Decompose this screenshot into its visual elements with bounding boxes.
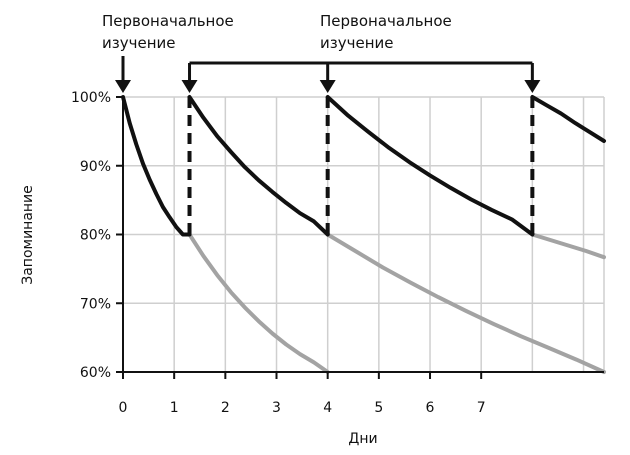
gray-series [187,232,606,374]
x-axis-label: Дни [348,431,377,447]
arrows [115,56,541,93]
y-tick-label: 80% [80,228,111,244]
annotation-repeat-line1: Первоначальное [320,12,452,30]
review-arrow-head [524,80,541,93]
x-tick-label: 6 [426,400,435,416]
x-tick-label: 0 [119,400,128,416]
review-arrow-head [181,80,198,93]
black-curve-segment [530,95,606,143]
grid [123,96,605,373]
tick-labels: 0 1 2 3 4 5 6 7 100% 90% 80% 70% 60% [71,90,486,416]
x-tick-label: 4 [323,400,332,416]
x-tick-label: 1 [170,400,179,416]
x-tick-label: 5 [374,400,383,416]
black-series [121,95,606,237]
black-curve-segment [121,95,192,237]
y-tick-label: 70% [80,296,111,312]
x-tick-label: 2 [221,400,230,416]
annotation-initial-line1: Первоначальное [102,12,234,30]
review-arrow-head [319,80,336,93]
axes [116,96,604,379]
x-tick-label: 7 [477,400,486,416]
gray-curve-segment [187,232,330,374]
y-tick-label: 90% [80,159,111,175]
x-tick-label: 3 [272,400,281,416]
annotation-initial-line2: изучение [102,34,175,52]
gray-curve-segment [530,232,606,260]
review-dashed-lines [187,97,535,235]
black-curve-segment [187,95,330,237]
y-tick-label: 60% [80,365,111,381]
y-tick-label: 100% [71,90,111,106]
annotation-repeat-line2: изучение [320,34,393,52]
gray-curve-segment [325,232,606,374]
black-curve-segment [325,95,535,237]
y-axis-label: Запоминание [20,185,36,285]
initial-arrow-head [115,80,131,93]
